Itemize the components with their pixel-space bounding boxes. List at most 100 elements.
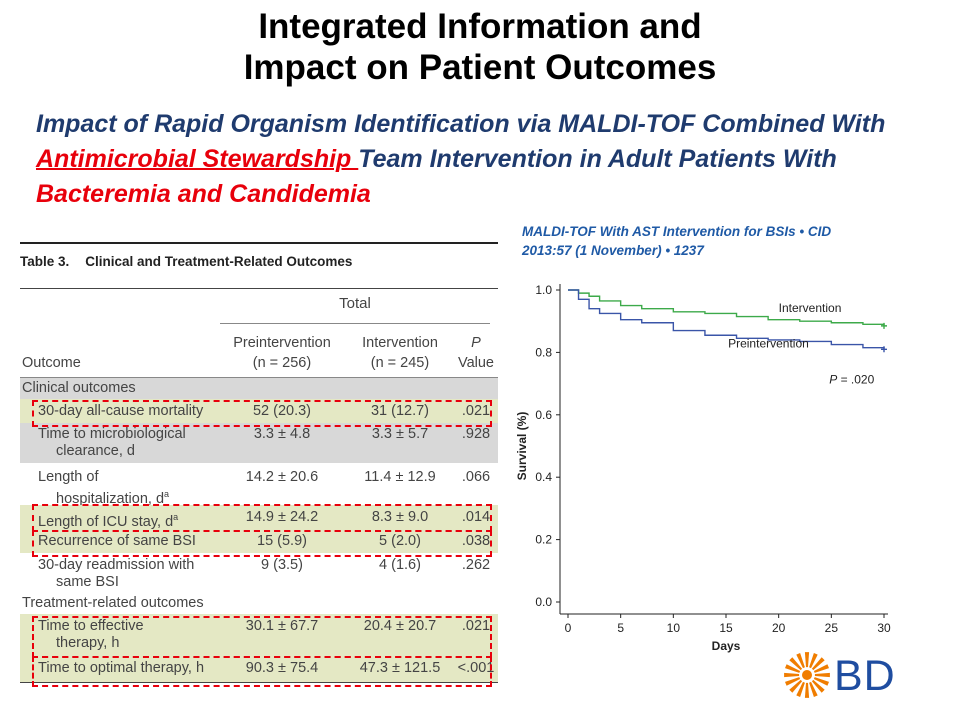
row-label-line1: Time to microbiological <box>38 426 186 442</box>
bd-logo: BD <box>778 650 918 702</box>
row-intervention: 4 (1.6) <box>379 557 421 573</box>
starburst-ray <box>785 664 801 673</box>
citation-line2: 2013:57 (1 November) • 1237 <box>522 243 704 258</box>
row-p-value: .021 <box>461 403 491 419</box>
row-label-text: Length of ICU stay, d <box>38 513 174 530</box>
slide-title-line1: Integrated Information and <box>258 7 702 46</box>
bd-logo-text: BD <box>834 652 896 700</box>
y-axis-title: Survival (%) <box>515 412 529 481</box>
row-intervention: 47.3 ± 121.5 <box>359 660 441 676</box>
table-row: Recurrence of same BSI 15 (5.9) 5 (2.0) … <box>20 529 498 553</box>
row-label-line2: clearance, d <box>56 443 135 459</box>
x-tick-label: 15 <box>719 621 733 635</box>
header-outcome: Outcome <box>22 355 81 371</box>
row-p-value: .262 <box>461 557 491 573</box>
starburst-ray <box>789 657 803 671</box>
row-label-line1: Time to effective <box>38 618 144 634</box>
row-preintervention: 90.3 ± 75.4 <box>245 660 319 676</box>
table-header: Total Outcome Preintervention (n = 256) I… <box>20 289 498 378</box>
row-label: 30-day all-cause mortality <box>38 403 204 419</box>
outcomes-table: Table 3. Clinical and Treatment-Related O… <box>20 238 498 683</box>
header-int-line1: Intervention <box>362 335 438 351</box>
header-intervention: Intervention (n = 245) <box>344 333 456 373</box>
header-total-rule <box>220 323 490 324</box>
table-row: 30-day readmission with same BSI 9 (3.5) … <box>20 553 498 593</box>
series-line-intervention <box>568 289 885 326</box>
starburst-ray <box>809 653 818 669</box>
row-label-line1: Length of <box>38 469 99 485</box>
header-p-line1: P <box>471 335 481 351</box>
row-label: Time to microbiological clearance, d <box>38 426 218 460</box>
survival-chart: 0.0 0.2 0.4 0.6 0.8 1.0 0 5 10 15 20 25 30 Days Surviv… <box>510 270 910 670</box>
table-caption-text: Clinical and Treatment-Related Outcomes <box>85 254 353 269</box>
table-bottom-rule <box>20 682 498 683</box>
y-tick-label: 0.6 <box>535 408 552 422</box>
slide-title-line2: Impact on Patient Outcomes <box>243 48 717 87</box>
row-label-line2: therapy, h <box>56 635 120 651</box>
row-p-value: .014 <box>461 509 491 525</box>
x-tick-label: 20 <box>772 621 786 635</box>
row-preintervention: 30.1 ± 67.7 <box>245 618 319 634</box>
row-p-value: .066 <box>461 469 491 485</box>
row-p-value: .038 <box>461 533 491 549</box>
row-intervention: 5 (2.0) <box>379 533 421 549</box>
row-preintervention: 14.9 ± 24.2 <box>245 509 319 525</box>
subtitle-part1: Impact of Rapid Organism Identification … <box>36 110 886 138</box>
series-end-marker-preintervention <box>881 346 887 353</box>
starburst-ray <box>814 672 830 678</box>
header-preintervention: Preintervention (n = 256) <box>220 333 344 373</box>
header-p-value: P Value <box>456 333 496 373</box>
table-row: 30-day all-cause mortality 52 (20.3) 31 … <box>20 399 498 423</box>
y-tick-label: 0.4 <box>535 470 552 484</box>
header-total: Total <box>339 295 371 312</box>
subtitle-part3: Team Intervention in Adult Patients With <box>358 145 837 173</box>
starburst-ray <box>811 679 825 693</box>
x-tick-label: 0 <box>565 621 572 635</box>
starburst-ray <box>796 681 805 697</box>
row-intervention: 31 (12.7) <box>370 403 430 419</box>
row-intervention: 20.4 ± 20.7 <box>363 618 437 634</box>
section-clinical-outcomes: Clinical outcomes <box>20 378 498 399</box>
x-tick-label: 30 <box>877 621 891 635</box>
starburst-ray <box>813 677 829 686</box>
citation: MALDI-TOF With AST Intervention for BSIs… <box>522 222 922 260</box>
table-row: Time to optimal therapy, h 90.3 ± 75.4 4… <box>20 656 498 682</box>
header-pre-line2: (n = 256) <box>252 355 312 371</box>
series-label-preintervention: Preintervention <box>728 336 809 350</box>
row-preintervention: 14.2 ± 20.6 <box>245 469 319 485</box>
row-preintervention: 3.3 ± 4.8 <box>253 426 311 442</box>
survival-chart-svg: 0.0 0.2 0.4 0.6 0.8 1.0 0 5 10 15 20 25 30 Days Surviv… <box>515 283 891 653</box>
bd-starburst-logo-icon <box>784 652 830 698</box>
row-label: Length of hospitalization, da <box>38 469 218 508</box>
y-tick-label: 0.2 <box>535 533 552 547</box>
row-intervention: 11.4 ± 12.9 <box>364 469 436 485</box>
y-tick-label: 1.0 <box>535 283 552 297</box>
series-line-preintervention <box>568 289 885 350</box>
row-label: Time to effective therapy, h <box>38 618 218 652</box>
row-label: Time to optimal therapy, h <box>38 660 205 676</box>
highlight-box-optimal-therapy <box>32 656 492 687</box>
table-row: Length of ICU stay, da 14.9 ± 24.2 8.3 ±… <box>20 505 498 531</box>
highlight-box-icu-stay <box>32 504 492 532</box>
row-footnote-mark: a <box>164 489 170 499</box>
x-axis-title: Days <box>712 639 741 653</box>
row-p-value: .021 <box>461 618 491 634</box>
header-p-line2: Value <box>457 355 494 371</box>
highlight-box-recurrence <box>32 530 492 557</box>
slide-title: Integrated Information and Impact on Pat… <box>0 6 960 88</box>
starburst-center <box>802 670 812 680</box>
row-label: Length of ICU stay, da <box>38 509 218 531</box>
highlight-box-mortality <box>32 400 492 427</box>
row-label: 30-day readmission with same BSI <box>38 557 218 591</box>
starburst-ray <box>813 664 829 673</box>
p-value-annotation: P = .020 <box>829 373 874 387</box>
starburst-ray <box>789 679 803 693</box>
row-label-line2: hospitalization, da <box>38 486 218 508</box>
header-int-line2: (n = 245) <box>370 355 430 371</box>
table-row: Time to effective therapy, h 30.1 ± 67.7 … <box>20 614 498 656</box>
section-treatment-outcomes: Treatment-related outcomes <box>22 595 204 611</box>
starburst-ray <box>809 681 818 697</box>
y-tick-label: 0.0 <box>535 595 552 609</box>
starburst-ray <box>785 677 801 686</box>
row-label-line2-text: hospitalization, d <box>56 490 165 507</box>
